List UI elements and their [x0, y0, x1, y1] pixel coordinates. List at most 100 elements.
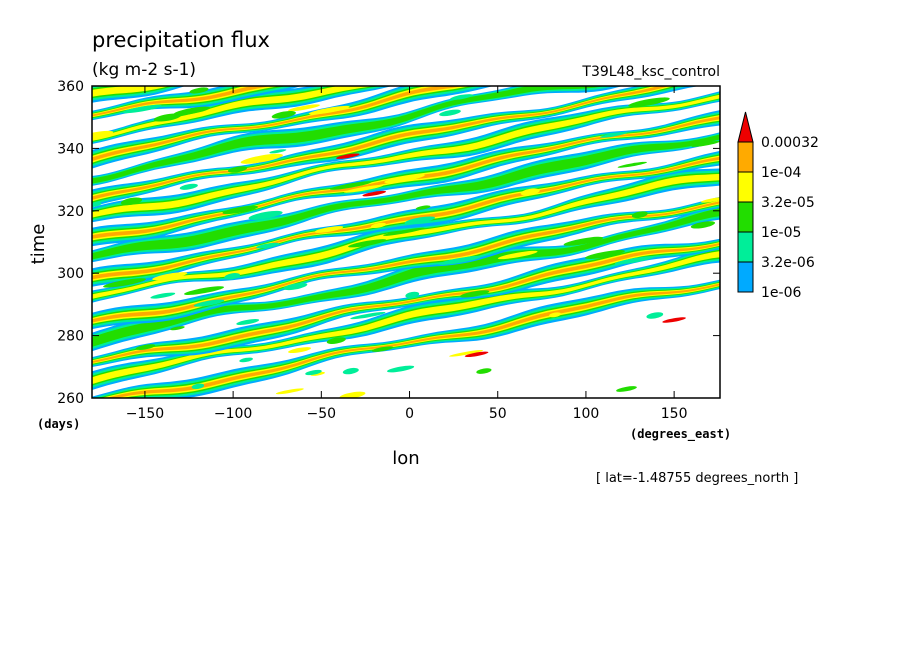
contour-level-0 — [92, 86, 494, 169]
rain-patch — [92, 202, 102, 208]
peak-marker — [464, 351, 489, 358]
contour-level-4 — [92, 242, 720, 363]
rain-patch — [616, 386, 637, 392]
x-tick-label: −150 — [126, 406, 164, 422]
rain-patch — [563, 236, 604, 246]
rain-patch — [520, 188, 540, 196]
contour-level-2 — [92, 134, 720, 260]
rain-band — [92, 86, 186, 103]
contour-level-4 — [92, 156, 720, 280]
colorbar-swatch — [737, 201, 754, 233]
y-tick-label: 360 — [57, 79, 84, 95]
rain-band — [92, 168, 720, 303]
contour-level-0 — [92, 86, 393, 144]
rain-patch — [404, 216, 435, 225]
rain-patch — [585, 250, 625, 259]
x-axis-ticks: −150 −100 −50 0 50 100 150 — [126, 86, 688, 422]
contour-level-4 — [92, 86, 271, 117]
rain-patch — [150, 292, 176, 299]
contour-level-2 — [92, 208, 720, 347]
rain-patch — [459, 290, 490, 298]
rain-patch — [227, 166, 248, 173]
contour-level-3 — [92, 86, 471, 163]
rain-patch — [700, 196, 720, 203]
colorbar-label: 0.00032 — [761, 135, 819, 151]
contour-level-2 — [92, 86, 478, 165]
rain-patch — [383, 227, 425, 236]
rain-patch — [152, 272, 188, 281]
rain-patch — [184, 286, 224, 295]
contour-level-3 — [92, 173, 720, 299]
x-tick-label: 150 — [661, 406, 688, 422]
rain-patch — [405, 291, 420, 299]
rain-patch — [248, 210, 283, 220]
rain-patch — [305, 369, 322, 376]
rain-patch — [343, 184, 384, 193]
y-tick-label: 340 — [57, 141, 84, 157]
rain-patch — [691, 140, 720, 147]
rain-patch — [371, 346, 394, 352]
rain-patch — [288, 104, 321, 112]
x-tick-label: 0 — [405, 406, 414, 422]
contour-level-3 — [92, 94, 720, 218]
rain-band — [92, 204, 720, 352]
peak-marker — [335, 153, 360, 159]
x-tick-label: 100 — [573, 406, 600, 422]
rain-patch — [646, 312, 664, 319]
x-tick-label: 50 — [489, 406, 507, 422]
contour-level-3 — [92, 251, 720, 385]
colorbar-swatch — [737, 231, 754, 263]
colorbar-extend-arrow — [737, 111, 754, 143]
contour-level-4 — [105, 283, 720, 398]
rain-band — [92, 132, 720, 263]
x-tick-label: −50 — [307, 406, 337, 422]
rain-band — [92, 279, 720, 398]
rain-patch — [135, 344, 156, 350]
rain-patch — [269, 149, 287, 154]
rain-patch — [387, 365, 415, 373]
rain-patch — [348, 239, 387, 248]
rain-patch — [631, 211, 648, 219]
rain-band — [92, 238, 720, 367]
rain-patch — [120, 197, 143, 206]
colorbar-label: 3.2e-05 — [761, 195, 815, 211]
precipitation-field — [92, 86, 720, 398]
colorbar-swatch — [737, 261, 754, 293]
y-tick-label: 300 — [57, 266, 84, 282]
rain-patch — [350, 312, 386, 320]
rain-patch — [476, 368, 492, 374]
rain-patch — [239, 357, 253, 363]
x-tick-label: −100 — [214, 406, 252, 422]
colorbar-label: 1e-04 — [761, 165, 801, 181]
rain-patch — [439, 109, 461, 117]
y-units-label: (days) — [37, 417, 80, 431]
rain-patch — [342, 367, 359, 375]
peak-marker — [362, 190, 387, 197]
latitude-note: [ lat=-1.48755 degrees_north ] — [596, 471, 798, 486]
rain-patch — [191, 383, 205, 390]
colorbar-swatch — [737, 171, 754, 203]
rain-patch — [384, 174, 425, 184]
rain-patch — [103, 278, 146, 288]
peak-marker — [662, 317, 686, 323]
rain-patch — [415, 205, 431, 210]
rain-patch — [628, 97, 670, 107]
rain-patch — [690, 221, 716, 229]
rain-patch — [308, 105, 350, 115]
rain-band — [92, 91, 720, 223]
rain-patch — [438, 255, 482, 265]
colorbar-swatch — [737, 141, 754, 173]
colorbar: 0.00032 1e-04 3.2e-05 1e-05 3.2e-06 1e-06 — [737, 111, 819, 301]
rain-patch — [497, 250, 538, 260]
contour-level-4 — [92, 201, 720, 323]
x-units-label: (degrees_east) — [630, 427, 731, 442]
rain-patch — [153, 113, 182, 122]
rain-patch — [288, 347, 311, 354]
chart-title: precipitation flux — [92, 28, 270, 52]
rain-patch — [617, 161, 647, 168]
contour-level-1 — [92, 86, 387, 143]
rain-band — [92, 150, 720, 287]
rain-patch — [179, 183, 198, 190]
y-axis-label: time — [28, 224, 49, 265]
rain-patch — [271, 110, 296, 119]
